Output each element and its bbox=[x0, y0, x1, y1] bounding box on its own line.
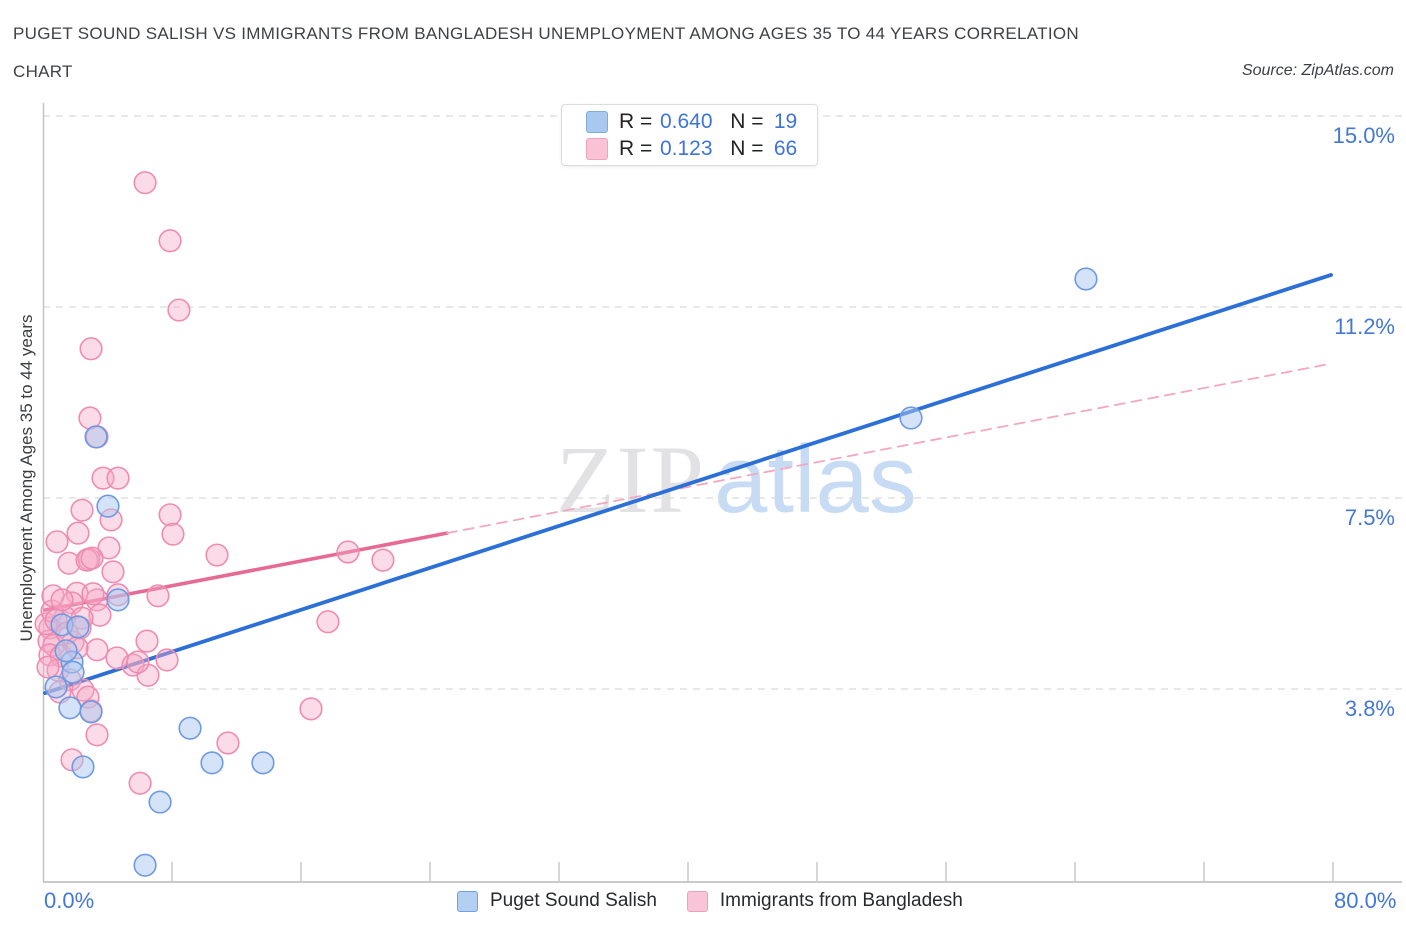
n-value: 19 bbox=[773, 109, 798, 133]
source-label: Source: ZipAtlas.com bbox=[1241, 62, 1394, 79]
scatter-point-pink[interactable] bbox=[66, 521, 90, 545]
correlation-stats-box: R = 0.640 N = 19 R = 0.123 N = 66 bbox=[561, 104, 818, 166]
scatter-point-blue[interactable] bbox=[133, 853, 157, 877]
trendline-bangladesh-dashed bbox=[446, 363, 1330, 535]
r-value: 0.123 bbox=[659, 136, 713, 160]
scatter-point-blue[interactable] bbox=[1074, 267, 1098, 291]
scatter-point-pink[interactable] bbox=[45, 530, 69, 554]
y-axis-title: Unemployment Among Ages 35 to 44 years bbox=[17, 314, 36, 642]
watermark-zip: ZIP bbox=[556, 426, 706, 533]
scatter-point-pink[interactable] bbox=[70, 498, 94, 522]
scatter-point-pink[interactable] bbox=[80, 546, 104, 570]
scatter-point-blue[interactable] bbox=[44, 675, 68, 699]
y-tick-label-3: 3.8% bbox=[1344, 696, 1395, 721]
scatter-point-blue[interactable] bbox=[251, 751, 275, 775]
scatter-point-pink[interactable] bbox=[135, 629, 159, 653]
page-subtitle: CHART bbox=[13, 62, 73, 81]
scatter-point-pink[interactable] bbox=[158, 229, 182, 253]
scatter-point-pink[interactable] bbox=[36, 655, 60, 679]
y-tick-label-7: 7.5% bbox=[1344, 505, 1395, 530]
scatter-point-pink[interactable] bbox=[158, 503, 182, 527]
scatter-point-pink[interactable] bbox=[50, 588, 74, 612]
scatter-point-blue[interactable] bbox=[71, 755, 95, 779]
r-label: R = bbox=[619, 109, 653, 133]
scatter-point-pink[interactable] bbox=[133, 171, 157, 195]
scatter-point-pink[interactable] bbox=[205, 543, 229, 567]
scatter-point-blue[interactable] bbox=[899, 406, 923, 430]
scatter-point-blue[interactable] bbox=[58, 696, 82, 720]
scatter-point-pink[interactable] bbox=[85, 723, 109, 747]
scatter-point-pink[interactable] bbox=[97, 536, 121, 560]
scatter-point-blue[interactable] bbox=[178, 716, 202, 740]
r-label: R = bbox=[619, 136, 653, 160]
scatter-point-blue[interactable] bbox=[66, 615, 90, 639]
trendline-salish-solid bbox=[43, 273, 1333, 695]
legend-label: Immigrants from Bangladesh bbox=[719, 890, 963, 911]
scatter-point-blue[interactable] bbox=[61, 660, 85, 684]
scatter-point-pink[interactable] bbox=[216, 731, 240, 755]
scatter-point-pink[interactable] bbox=[146, 584, 170, 608]
page-title: PUGET SOUND SALISH VS IMMIGRANTS FROM BA… bbox=[13, 24, 1079, 43]
scatter-point-blue[interactable] bbox=[79, 700, 103, 724]
scatter-point-pink[interactable] bbox=[371, 548, 395, 572]
scatter-point-pink[interactable] bbox=[106, 466, 130, 490]
scatter-point-pink[interactable] bbox=[167, 298, 191, 322]
scatter-point-pink[interactable] bbox=[336, 540, 360, 564]
stats-row-bangladesh: R = 0.123 N = 66 bbox=[562, 136, 817, 160]
scatter-point-pink[interactable] bbox=[88, 603, 112, 627]
y-tick-label-11: 11.2% bbox=[1334, 314, 1395, 339]
scatter-point-pink[interactable] bbox=[316, 610, 340, 634]
legend-swatch-pink bbox=[686, 890, 708, 912]
r-value: 0.640 bbox=[659, 109, 713, 133]
scatter-point-pink[interactable] bbox=[299, 697, 323, 721]
scatter-point-blue[interactable] bbox=[200, 751, 224, 775]
scatter-point-pink[interactable] bbox=[155, 648, 179, 672]
scatter-point-pink[interactable] bbox=[57, 551, 81, 575]
x-tick-label-min: 0.0% bbox=[44, 888, 95, 913]
pink-series-swatch bbox=[586, 137, 608, 160]
scatter-point-blue[interactable] bbox=[84, 425, 108, 449]
blue-series-swatch bbox=[586, 110, 608, 133]
scatter-point-pink[interactable] bbox=[85, 638, 109, 662]
scatter-point-blue[interactable] bbox=[148, 790, 172, 814]
scatter-point-pink[interactable] bbox=[79, 337, 103, 361]
n-label: N = bbox=[730, 109, 764, 133]
legend-item-salish[interactable]: Puget Sound Salish bbox=[457, 890, 657, 912]
legend-item-bangladesh[interactable]: Immigrants from Bangladesh bbox=[686, 890, 963, 912]
n-label: N = bbox=[730, 136, 764, 160]
chart-legend: Puget Sound Salish Immigrants from Bangl… bbox=[457, 890, 963, 912]
scatter-point-pink[interactable] bbox=[128, 771, 152, 795]
scatter-point-pink[interactable] bbox=[126, 650, 150, 674]
legend-label: Puget Sound Salish bbox=[490, 890, 657, 911]
scatter-point-blue[interactable] bbox=[106, 588, 130, 612]
scatter-point-pink[interactable] bbox=[81, 582, 105, 606]
x-tick-label-max: 80.0% bbox=[1334, 888, 1397, 913]
legend-swatch-blue bbox=[457, 890, 478, 912]
scatter-point-pink[interactable] bbox=[101, 560, 125, 584]
stats-row-salish: R = 0.640 N = 19 bbox=[562, 109, 817, 133]
n-value: 66 bbox=[773, 136, 798, 160]
scatter-point-pink[interactable] bbox=[161, 522, 185, 546]
y-tick-label-15: 15.0% bbox=[1332, 123, 1395, 148]
scatter-point-blue[interactable] bbox=[96, 494, 120, 518]
scatter-point-blue[interactable] bbox=[54, 639, 78, 663]
